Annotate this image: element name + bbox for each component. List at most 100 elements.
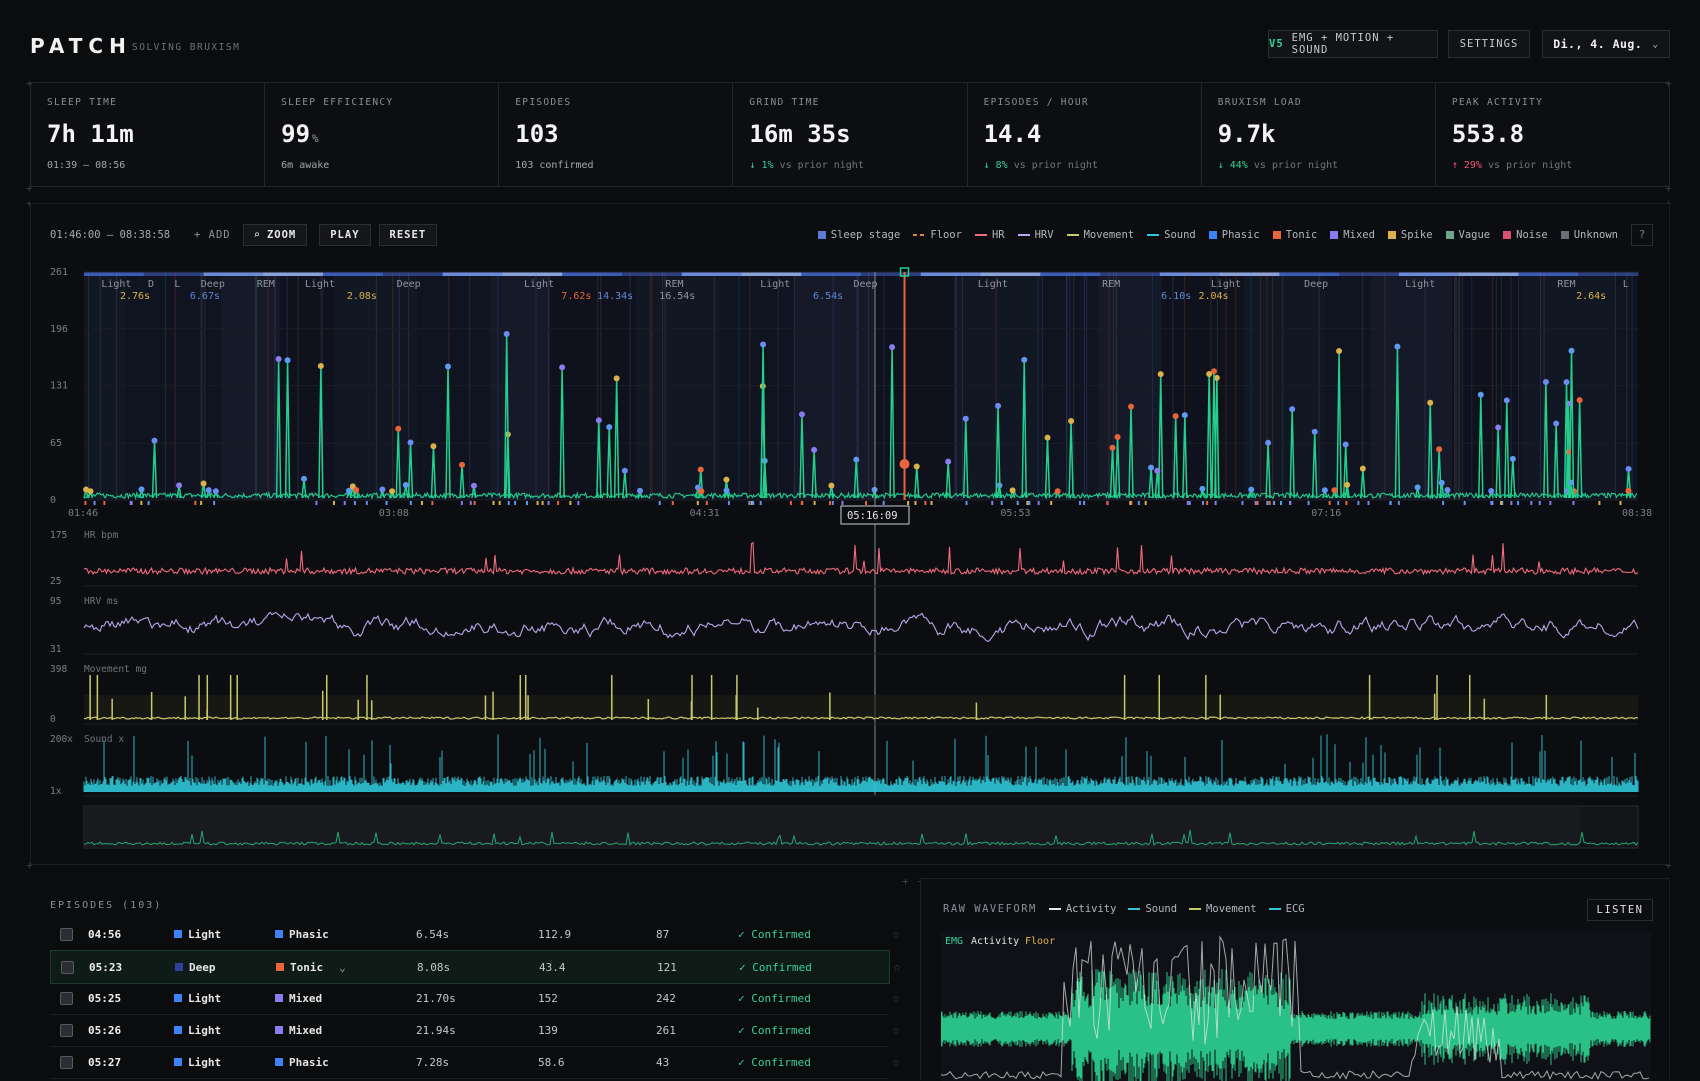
episode-intensity: 152	[538, 991, 558, 1005]
legend-item-hrv[interactable]: HRV	[1017, 229, 1054, 241]
stat-card: PEAK ACTIVITY 553.8 ↑ 29% vs prior night	[1436, 83, 1669, 186]
stat-sub: vs prior night	[1253, 160, 1339, 171]
episode-checkbox[interactable]	[60, 1023, 73, 1037]
episode-type[interactable]: Tonic ⌄	[276, 961, 346, 974]
episode-type[interactable]: Phasic	[275, 928, 345, 941]
episode-checkbox[interactable]	[60, 991, 73, 1005]
legend-item-tonic[interactable]: Tonic	[1272, 229, 1317, 241]
settings-button[interactable]: SETTINGS	[1448, 30, 1530, 58]
legend-item-spike[interactable]: Spike	[1387, 229, 1433, 241]
episode-type[interactable]: Phasic	[275, 1056, 345, 1069]
legend-item-unknown[interactable]: Unknown	[1560, 229, 1618, 241]
episode-checkbox[interactable]	[61, 960, 74, 974]
chevron-down-icon: ⌄	[339, 960, 346, 974]
play-button[interactable]: PLAY	[319, 224, 371, 246]
episode-checkbox[interactable]	[60, 1055, 73, 1069]
episode-duration: 21.70s	[416, 991, 456, 1005]
episode-stage: Light	[174, 1056, 221, 1069]
app-logo: PATCH	[30, 34, 132, 58]
episode-time: 05:23	[89, 960, 123, 974]
stat-label: GRIND TIME	[749, 97, 820, 108]
legend-ecg: ECG	[1268, 903, 1305, 915]
star-icon[interactable]: ☆	[893, 959, 901, 975]
stat-sub: 103 confirmed	[515, 160, 594, 171]
legend-item-mixed[interactable]: Mixed	[1330, 229, 1375, 241]
episode-checkbox[interactable]	[60, 927, 73, 941]
episode-row[interactable]: 05:25 Light Mixed 21.70s 152 242 ✓ Confi…	[50, 982, 900, 1015]
corner-mark: +	[26, 77, 33, 90]
raw-activity-label: Activity	[971, 936, 1019, 947]
episode-status: ✓ Confirmed	[738, 927, 811, 941]
raw-waveform-panel: RAW WAVEFORM Activity Sound Movement ECG…	[920, 878, 1670, 1081]
episodes-panel: EPISODES (103) 04:56 Light Phasic 6.54s …	[30, 878, 910, 1080]
stat-label: SLEEP TIME	[47, 97, 118, 108]
device-mode-label: EMG + MOTION + SOUND	[1291, 32, 1395, 56]
stat-value: 553.8	[1451, 120, 1525, 148]
episode-row[interactable]: 05:27 Light Phasic 7.28s 58.6 43 ✓ Confi…	[50, 1046, 900, 1079]
stat-value: 16m 35s	[749, 120, 851, 148]
zoom-label: ZOOM	[266, 229, 297, 241]
episode-status: ✓ Confirmed	[739, 960, 812, 974]
stat-unit: %	[312, 132, 319, 145]
legend-item-floor[interactable]: Floor	[913, 229, 962, 241]
app-header: PATCH SOLVING BRUXISM V5 EMG + MOTION + …	[0, 0, 1700, 80]
legend-item-noise[interactable]: Noise	[1503, 229, 1548, 241]
reset-button[interactable]: RESET	[378, 224, 438, 246]
legend-item-phasic[interactable]: Phasic	[1208, 229, 1260, 241]
date-value: Di., 4. Aug.	[1553, 37, 1643, 51]
stat-value: 99%	[281, 120, 319, 148]
legend-item-movement[interactable]: Movement	[1066, 229, 1134, 241]
time-range: 01:46:00 – 08:38:58	[50, 229, 171, 241]
help-button[interactable]: ?	[1631, 224, 1653, 246]
episode-intensity: 43.4	[539, 960, 566, 974]
legend-item-sleep-stage[interactable]: Sleep stage	[817, 229, 900, 241]
stat-sub: 6m awake	[281, 160, 330, 171]
episode-type[interactable]: Mixed	[275, 1024, 338, 1037]
episode-status: ✓ Confirmed	[738, 1023, 811, 1037]
episode-duration: 8.08s	[417, 960, 451, 974]
stat-value: 103	[515, 120, 559, 148]
episode-type[interactable]: Mixed	[275, 992, 338, 1005]
device-version-badge: V5	[1269, 38, 1284, 50]
stat-delta: ↑ 29%	[1451, 160, 1482, 171]
stat-label: EPISODES / HOUR	[983, 97, 1089, 108]
stat-sub: vs prior night	[1487, 160, 1573, 171]
corner-mark: +	[1665, 859, 1672, 872]
raw-activity-line	[941, 935, 1650, 1081]
stat-sub: vs prior night	[1013, 160, 1098, 171]
episode-duration: 21.94s	[416, 1023, 456, 1037]
episodes-title: EPISODES (103)	[50, 900, 163, 911]
stat-card: SLEEP EFFICIENCY 99% 6m awake	[265, 83, 500, 186]
episode-row[interactable]: 05:26 Light Mixed 21.94s 139 261 ✓ Confi…	[50, 1014, 900, 1047]
raw-waveform-header: RAW WAVEFORM Activity Sound Movement ECG	[943, 903, 1305, 915]
stat-delta: ↓ 8%	[983, 160, 1008, 171]
corner-mark: +	[26, 859, 33, 872]
stat-label: PEAK ACTIVITY	[1451, 97, 1544, 108]
episode-row[interactable]: 05:23 Deep Tonic ⌄ 8.08s 43.4 121 ✓ Confi…	[50, 950, 901, 984]
zoom-button[interactable]: ⌕ ZOOM	[242, 224, 308, 246]
episode-status: ✓ Confirmed	[738, 991, 811, 1005]
device-mode-button[interactable]: V5 EMG + MOTION + SOUND	[1268, 30, 1438, 58]
star-icon[interactable]: ☆	[892, 990, 900, 1006]
stat-value: 7h 11m	[47, 120, 134, 148]
episode-stage: Light	[174, 928, 221, 941]
legend-item-sound[interactable]: Sound	[1147, 229, 1196, 241]
stat-delta: ↓ 44%	[1217, 160, 1248, 171]
add-button[interactable]: + ADD	[194, 229, 231, 241]
date-picker[interactable]: Di., 4. Aug. ⌄	[1542, 30, 1670, 58]
listen-button[interactable]: LISTEN	[1587, 899, 1653, 921]
legend-item-hr[interactable]: HR	[974, 229, 1005, 241]
episode-row[interactable]: 04:56 Light Phasic 6.54s 112.9 87 ✓ Conf…	[50, 918, 900, 951]
raw-floor-label: Floor	[1025, 936, 1055, 947]
episode-intensity: 139	[538, 1023, 558, 1037]
episode-intensity: 112.9	[538, 927, 572, 941]
star-icon[interactable]: ☆	[892, 926, 900, 942]
raw-waveform-title: RAW WAVEFORM	[943, 903, 1037, 915]
legend-item-vague[interactable]: Vague	[1445, 229, 1490, 241]
star-icon[interactable]: ☆	[892, 1054, 900, 1070]
corner-mark: +	[26, 182, 33, 195]
star-icon[interactable]: ☆	[892, 1022, 900, 1038]
legend-movement: Movement	[1189, 903, 1257, 915]
episode-value: 261	[656, 1023, 676, 1037]
app-tagline: SOLVING BRUXISM	[132, 42, 241, 53]
